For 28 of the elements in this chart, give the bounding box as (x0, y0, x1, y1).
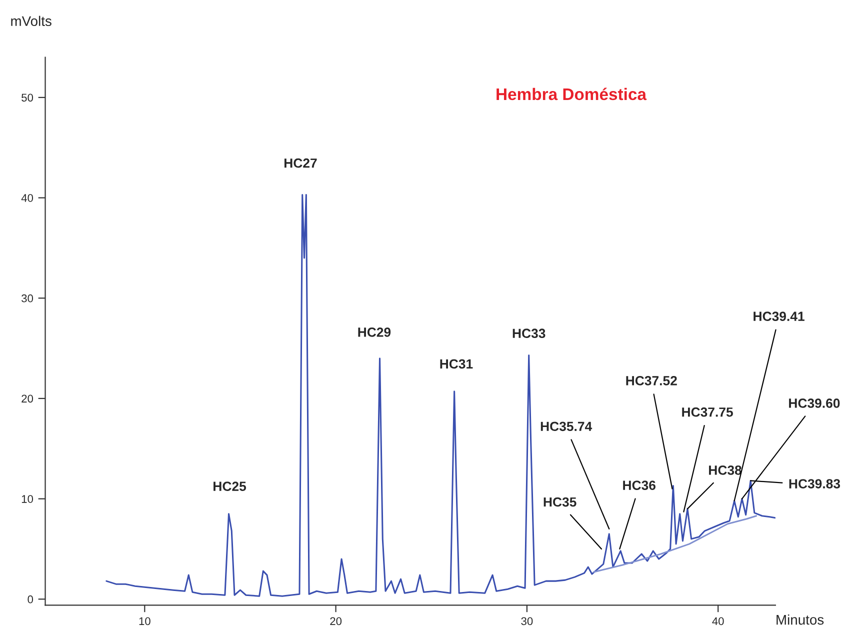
annotation: HC36 (623, 480, 656, 490)
x-tick-label: 10 (139, 617, 150, 626)
annotation: HC31 (440, 359, 473, 369)
annotation: HC37.52 (626, 376, 677, 386)
annotation: HC35 (544, 497, 576, 507)
annotation: HC27 (284, 158, 317, 168)
x-tick-label: 30 (521, 617, 533, 626)
y-tick-label: 0 (28, 595, 34, 604)
annotation: HC29 (358, 328, 391, 337)
annotation: HC33 (512, 328, 546, 338)
annotation: HC39.60 (789, 398, 840, 408)
annotation: HC25 (214, 482, 246, 491)
annotation: HC37.75 (682, 407, 733, 417)
x-tick-label: 20 (330, 617, 342, 626)
annotation: HC35.74 (540, 422, 592, 432)
line-series (593, 515, 758, 573)
x-tick-label: 40 (712, 617, 724, 626)
y-tick-label: 40 (21, 194, 34, 202)
y-axis-title: mVolts (11, 16, 52, 26)
annotation: HC39.83 (789, 479, 840, 488)
y-tick-label: 20 (22, 394, 34, 403)
text: Hembra Doméstica (496, 88, 647, 100)
annotation: HC39.41 (754, 312, 804, 322)
y-tick-label: 50 (22, 94, 34, 102)
annotation: HC38 (709, 466, 742, 475)
y-tick-label: 30 (22, 294, 34, 302)
y-tick-label: 10 (22, 495, 34, 503)
x-axis-title: Minutos (776, 614, 824, 625)
